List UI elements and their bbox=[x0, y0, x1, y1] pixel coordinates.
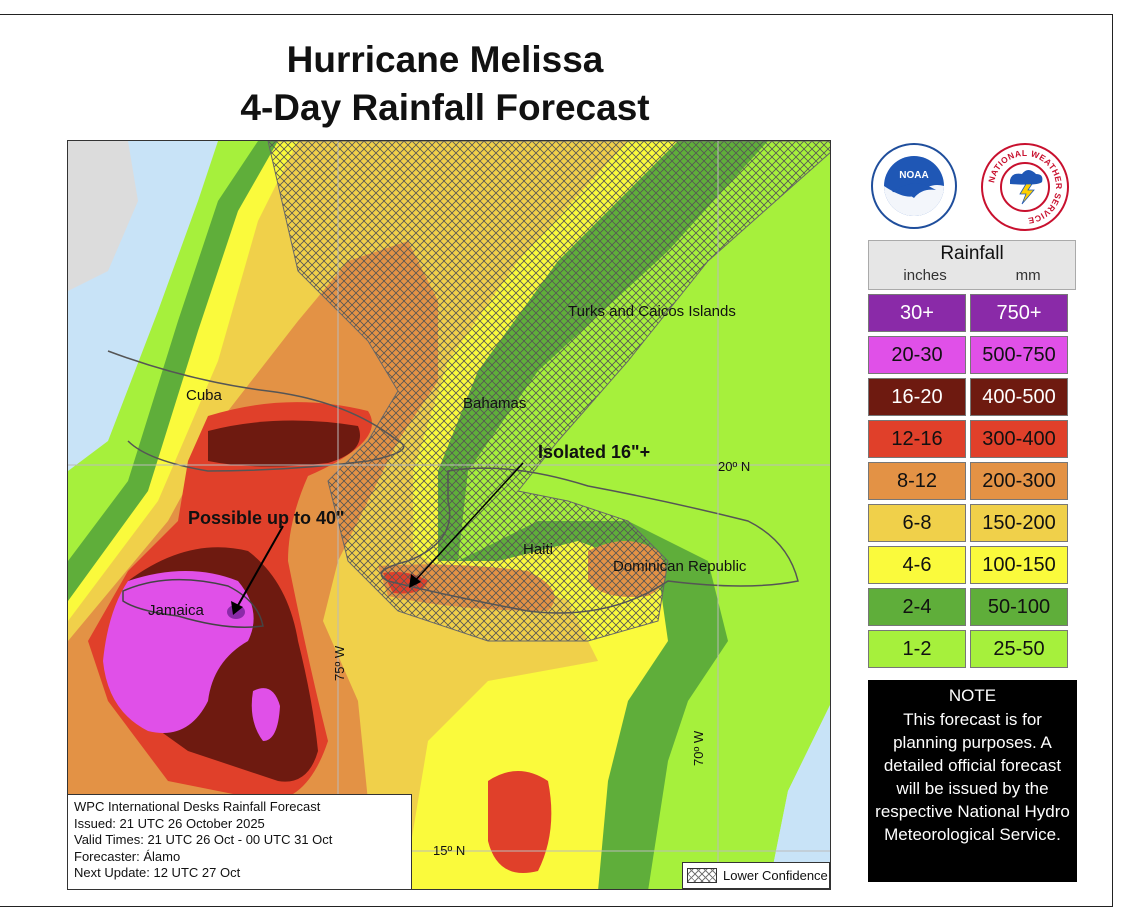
lower-confidence-label: Lower Confidence bbox=[723, 868, 828, 883]
legend-cell-mm: 200-300 bbox=[970, 462, 1068, 500]
legend-row: 20-30 500-750 bbox=[868, 336, 1078, 374]
info-line-4: Forecaster: Álamo bbox=[74, 848, 181, 864]
legend-cell-inches: 20-30 bbox=[868, 336, 966, 374]
hispaniola-outline bbox=[380, 467, 799, 614]
rainfall-map[interactable]: Cuba Bahamas Turks and Caicos Islands Ha… bbox=[67, 140, 831, 890]
legend-cell-mm: 25-50 bbox=[970, 630, 1068, 668]
legend-cell-mm: 300-400 bbox=[970, 420, 1068, 458]
label-75w: 75º W bbox=[332, 645, 347, 681]
legend-row: 16-20 400-500 bbox=[868, 378, 1078, 416]
annotation-possible-40: Possible up to 40" bbox=[188, 508, 345, 528]
info-line-5: Next Update: 12 UTC 27 Oct bbox=[74, 865, 241, 880]
legend-row: 30+ 750+ bbox=[868, 294, 1078, 332]
info-line-1: WPC International Desks Rainfall Forecas… bbox=[74, 799, 321, 814]
legend-cell-inches: 4-6 bbox=[868, 546, 966, 584]
legend-unit-mm: mm bbox=[1015, 267, 1041, 284]
legend-row: 8-12 200-300 bbox=[868, 462, 1078, 500]
label-15n: 15º N bbox=[433, 843, 466, 858]
legend-cell-mm: 750+ bbox=[970, 294, 1068, 332]
note-box: NOTE This forecast is for planning purpo… bbox=[868, 680, 1077, 882]
legend-row: 1-2 25-50 bbox=[868, 630, 1078, 668]
info-line-3: Valid Times: 21 UTC 26 Oct - 00 UTC 31 O… bbox=[74, 832, 333, 847]
page-title: Hurricane Melissa 4-Day Rainfall Forecas… bbox=[150, 36, 740, 132]
arrow-possible-40 bbox=[235, 525, 284, 610]
legend-cell-mm: 50-100 bbox=[970, 588, 1068, 626]
cuba-outline bbox=[107, 350, 405, 472]
ocean-right bbox=[768, 705, 830, 889]
legend-rows: 30+ 750+ 20-30 500-750 16-20 400-500 12-16 300-… bbox=[868, 294, 1078, 668]
arrow-isolated-16 bbox=[412, 462, 524, 584]
legend-cell-inches: 12-16 bbox=[868, 420, 966, 458]
label-turks-caicos: Turks and Caicos Islands bbox=[568, 303, 736, 320]
legend-cell-inches: 6-8 bbox=[868, 504, 966, 542]
label-20n: 20º N bbox=[718, 459, 751, 474]
lower-confidence-area bbox=[267, 141, 830, 642]
label-dominican-republic: Dominican Republic bbox=[613, 558, 747, 575]
legend-unit-inches: inches bbox=[903, 267, 947, 284]
legend-row: 12-16 300-400 bbox=[868, 420, 1078, 458]
legend-cell-mm: 400-500 bbox=[970, 378, 1068, 416]
label-cuba: Cuba bbox=[186, 387, 222, 404]
svg-text:NOAA: NOAA bbox=[899, 170, 928, 181]
rainfall-legend: Rainfall inches mm 30+ 750+ 20-30 500-750 16… bbox=[868, 240, 1078, 668]
legend-cell-mm: 100-150 bbox=[970, 546, 1068, 584]
arrow-head-possible-40 bbox=[231, 601, 243, 615]
map-svg bbox=[68, 141, 830, 889]
band-12-16-south bbox=[488, 771, 552, 873]
arrow-head-isolated-16 bbox=[409, 574, 421, 588]
title-line-1: Hurricane Melissa bbox=[286, 39, 604, 80]
legend-cell-inches: 8-12 bbox=[868, 462, 966, 500]
nws-logo-icon: NATIONAL WEATHER SERVICE bbox=[981, 143, 1069, 231]
label-haiti: Haiti bbox=[523, 541, 554, 558]
note-body: This forecast is for planning purposes. … bbox=[875, 710, 1070, 844]
legend-row: 2-4 50-100 bbox=[868, 588, 1078, 626]
legend-header: Rainfall inches mm bbox=[868, 240, 1076, 290]
lower-confidence-key: Lower Confidence bbox=[682, 862, 830, 889]
label-jamaica: Jamaica bbox=[148, 602, 204, 619]
legend-cell-inches: 30+ bbox=[868, 294, 966, 332]
forecast-info-box: WPC International Desks Rainfall Forecas… bbox=[67, 794, 412, 890]
page-frame bbox=[0, 14, 1113, 907]
legend-title: Rainfall bbox=[940, 243, 1004, 264]
legend-cell-inches: 16-20 bbox=[868, 378, 966, 416]
title-line-2: 4-Day Rainfall Forecast bbox=[240, 87, 650, 128]
legend-row: 6-8 150-200 bbox=[868, 504, 1078, 542]
legend-cell-inches: 2-4 bbox=[868, 588, 966, 626]
legend-cell-inches: 1-2 bbox=[868, 630, 966, 668]
info-line-2: Issued: 21 UTC 26 October 2025 bbox=[74, 815, 265, 831]
jamaica-outline bbox=[122, 578, 264, 628]
land-outside-florida bbox=[68, 141, 138, 291]
legend-cell-mm: 500-750 bbox=[970, 336, 1068, 374]
legend-cell-mm: 150-200 bbox=[970, 504, 1068, 542]
noaa-logo-icon: NOAA bbox=[871, 143, 957, 229]
band-20-30 bbox=[103, 571, 254, 733]
hatch-swatch bbox=[687, 868, 717, 883]
note-heading: NOTE bbox=[948, 686, 997, 705]
annotation-isolated-16: Isolated 16"+ bbox=[538, 442, 651, 462]
band-16-20-cuba bbox=[208, 420, 360, 467]
legend-row: 4-6 100-150 bbox=[868, 546, 1078, 584]
label-bahamas: Bahamas bbox=[463, 395, 527, 412]
band-20-30-small bbox=[251, 688, 280, 741]
label-70w: 70º W bbox=[691, 730, 706, 766]
